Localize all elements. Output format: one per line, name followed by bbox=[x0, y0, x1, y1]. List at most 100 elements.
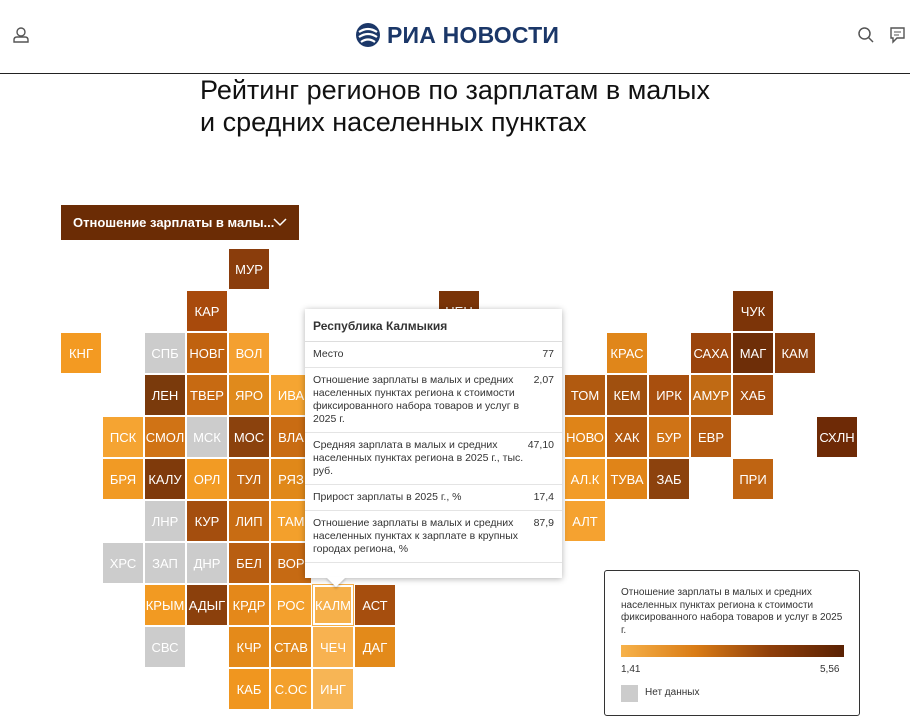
region-tile[interactable]: ИНГ bbox=[313, 669, 353, 709]
tooltip-label: Отношение зарплаты в малых и средних нас… bbox=[313, 517, 519, 555]
tooltip-value: 17,4 bbox=[533, 491, 554, 503]
tooltip-row: Отношение зарплаты в малых и средних нас… bbox=[305, 368, 562, 433]
tooltip-rows: Место 77 Отношение зарплаты в малых и сред… bbox=[305, 342, 562, 563]
region-tile[interactable]: ВОЛ bbox=[229, 333, 269, 373]
region-tile[interactable]: АМУР bbox=[691, 375, 731, 415]
legend-no-data-swatch bbox=[621, 685, 638, 702]
region-tile[interactable]: КЧР bbox=[229, 627, 269, 667]
dropdown-label: Отношение зарплаты в малы... bbox=[73, 215, 275, 230]
header-divider bbox=[0, 73, 910, 74]
region-tile[interactable]: СХЛН bbox=[817, 417, 857, 457]
tooltip-label: Средняя зарплата в малых и средних насел… bbox=[313, 439, 524, 477]
region-tile[interactable]: ЛНР bbox=[145, 501, 185, 541]
region-tile[interactable]: ДНР bbox=[187, 543, 227, 583]
region-tile[interactable]: КАМ bbox=[775, 333, 815, 373]
region-tile[interactable]: С.ОС bbox=[271, 669, 311, 709]
region-tile[interactable]: ПРИ bbox=[733, 459, 773, 499]
logo-text: РИА НОВОСТИ bbox=[387, 21, 560, 48]
tooltip-value: 47,10 bbox=[527, 439, 554, 451]
page-title: Рейтинг регионов по зарплатам в малых и … bbox=[200, 75, 710, 137]
region-tile[interactable]: ТУЛ bbox=[229, 459, 269, 499]
region-tile[interactable]: АДЫГ bbox=[187, 585, 227, 625]
region-tile[interactable]: ВОР bbox=[271, 543, 311, 583]
tooltip-row: Отношение зарплаты в малых и средних нас… bbox=[305, 511, 562, 563]
tooltip: Республика Калмыкия Место 77 Отношение зар… bbox=[305, 309, 562, 578]
region-tile[interactable]: АСТ bbox=[355, 585, 395, 625]
comments-icon[interactable] bbox=[889, 26, 907, 44]
region-tile[interactable]: МАГ bbox=[733, 333, 773, 373]
logo-icon bbox=[356, 23, 380, 47]
tooltip-value: 2,07 bbox=[533, 374, 554, 386]
region-tile[interactable]: ТОМ bbox=[565, 375, 605, 415]
region-tile[interactable]: БЕЛ bbox=[229, 543, 269, 583]
region-tile[interactable]: ЗАП bbox=[145, 543, 185, 583]
region-tile[interactable]: КРДР bbox=[229, 585, 269, 625]
region-tile[interactable]: ЕВР bbox=[691, 417, 731, 457]
region-tile[interactable]: ЛЕН bbox=[145, 375, 185, 415]
tooltip-label: Отношение зарплаты в малых и средних нас… bbox=[313, 374, 520, 425]
region-tile[interactable]: ЯРО bbox=[229, 375, 269, 415]
tooltip-pointer bbox=[326, 577, 346, 587]
legend-no-data: Нет данных bbox=[645, 687, 700, 698]
search-icon[interactable] bbox=[857, 26, 875, 44]
logo[interactable]: РИА НОВОСТИ bbox=[355, 20, 559, 50]
region-tile[interactable]: ХРС bbox=[103, 543, 143, 583]
region-tile[interactable]: ТУВА bbox=[607, 459, 647, 499]
tooltip-row: Средняя зарплата в малых и средних насел… bbox=[305, 433, 562, 485]
region-tile[interactable]: ОРЛ bbox=[187, 459, 227, 499]
region-tile[interactable]: МУР bbox=[229, 249, 269, 289]
region-tile[interactable]: РЯЗ bbox=[271, 459, 311, 499]
tooltip-title: Республика Калмыкия bbox=[305, 309, 562, 342]
region-tile[interactable]: НОВГ bbox=[187, 333, 227, 373]
region-tile[interactable]: КАБ bbox=[229, 669, 269, 709]
region-tile[interactable]: СПБ bbox=[145, 333, 185, 373]
metric-dropdown[interactable]: Отношение зарплаты в малы... bbox=[61, 205, 299, 240]
region-tile[interactable]: ПСК bbox=[103, 417, 143, 457]
region-tile[interactable]: РОС bbox=[271, 585, 311, 625]
region-tile[interactable]: МСК bbox=[187, 417, 227, 457]
region-tile[interactable]: КАЛУ bbox=[145, 459, 185, 499]
tooltip-label: Прирост зарплаты в 2025 г., % bbox=[313, 491, 462, 503]
region-tile[interactable]: МОС bbox=[229, 417, 269, 457]
region-tile[interactable]: БУР bbox=[649, 417, 689, 457]
region-tile[interactable]: ХАБ bbox=[733, 375, 773, 415]
region-tile[interactable]: ТВЕР bbox=[187, 375, 227, 415]
region-tile[interactable]: ХАК bbox=[607, 417, 647, 457]
region-tile[interactable]: ЧУК bbox=[733, 291, 773, 331]
region-tile[interactable]: НОВО bbox=[565, 417, 605, 457]
region-tile[interactable]: ИРК bbox=[649, 375, 689, 415]
region-tile[interactable]: ДАГ bbox=[355, 627, 395, 667]
legend-gradient bbox=[621, 645, 844, 657]
legend-title: Отношение зарплаты в малых и средних нас… bbox=[621, 587, 843, 636]
legend-max: 5,56 bbox=[820, 664, 840, 675]
region-tile[interactable]: СВС bbox=[145, 627, 185, 667]
tooltip-value: 77 bbox=[542, 348, 554, 360]
region-tile[interactable]: ИВА bbox=[271, 375, 311, 415]
region-tile[interactable]: ЧЕЧ bbox=[313, 627, 353, 667]
legend: Отношение зарплаты в малых и средних нас… bbox=[604, 570, 860, 716]
tooltip-row: Место 77 bbox=[305, 342, 562, 368]
region-tile[interactable]: КЕМ bbox=[607, 375, 647, 415]
region-tile[interactable]: КРЫМ bbox=[145, 585, 185, 625]
region-tile[interactable]: КУР bbox=[187, 501, 227, 541]
region-tile[interactable]: КНГ bbox=[61, 333, 101, 373]
region-tile[interactable]: СТАВ bbox=[271, 627, 311, 667]
region-tile[interactable]: АЛ.К bbox=[565, 459, 605, 499]
region-tile[interactable]: ВЛА bbox=[271, 417, 311, 457]
tooltip-label: Место bbox=[313, 348, 344, 360]
region-tile[interactable]: КАЛМ bbox=[312, 584, 354, 626]
region-tile[interactable]: СМОЛ bbox=[145, 417, 185, 457]
user-icon[interactable] bbox=[12, 26, 30, 44]
region-tile[interactable]: АЛТ bbox=[565, 501, 605, 541]
region-tile[interactable]: ЗАБ bbox=[649, 459, 689, 499]
chevron bbox=[273, 218, 287, 227]
region-tile[interactable]: БРЯ bbox=[103, 459, 143, 499]
legend-min: 1,41 bbox=[621, 664, 641, 675]
region-tile[interactable]: ЛИП bbox=[229, 501, 269, 541]
region-tile[interactable]: ТАМ bbox=[271, 501, 311, 541]
tooltip-row: Прирост зарплаты в 2025 г., % 17,4 bbox=[305, 485, 562, 511]
region-tile[interactable]: КАР bbox=[187, 291, 227, 331]
region-tile[interactable]: САХА bbox=[691, 333, 731, 373]
region-tile[interactable]: КРАС bbox=[607, 333, 647, 373]
